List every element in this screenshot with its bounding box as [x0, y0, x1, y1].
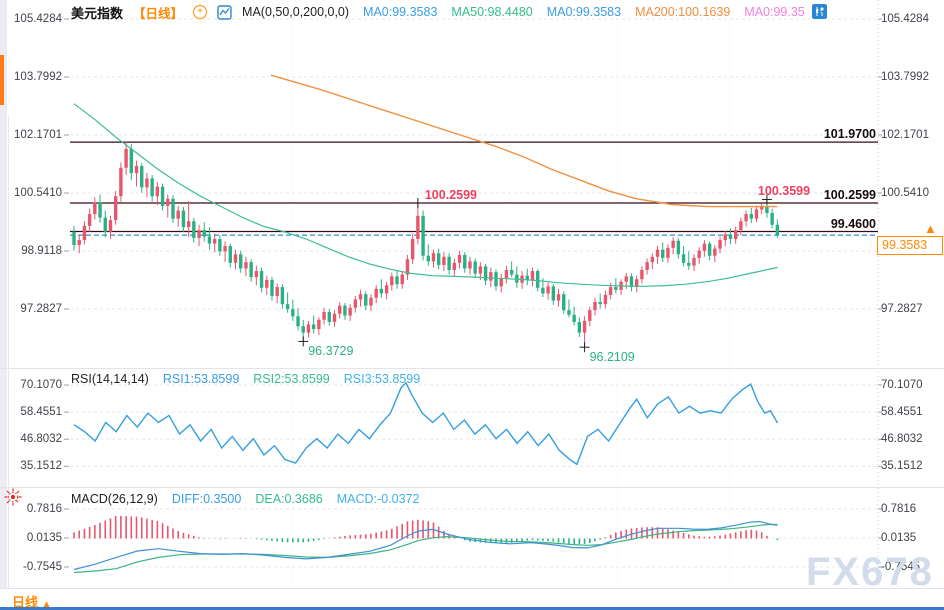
legend-item: MA0:99.3583 — [546, 5, 622, 19]
legend-item: MA0:99.3583 — [363, 5, 438, 19]
legend-item: MACD(26,12,9) — [71, 492, 158, 506]
plus-circle-icon[interactable]: + — [193, 5, 208, 19]
rsi-panel-header: RSI(14,14,14) RSI1:53.8599 RSI2:53.8599 RSI… — [71, 371, 422, 387]
left-scrollbar-stripe[interactable] — [0, 55, 4, 105]
axis-tick-label: -0.7545 — [22, 560, 62, 573]
axis-tick-label: 97.2827 — [881, 303, 923, 316]
legend-item: RSI1:53.8599 — [162, 372, 240, 386]
axis-tick-label: 103.7992 — [14, 71, 62, 83]
legend-item: RSI3:53.8599 — [343, 372, 421, 386]
axis-tick-label: 0.7816 — [881, 503, 917, 515]
legend-item: MA200:100.1639 — [635, 5, 731, 19]
high-marker-label: 100.3599 — [757, 184, 811, 199]
ma-legend: MA(0,50,0,200,0,0) MA0:99.3583 MA50:98.448… — [242, 5, 807, 19]
low-marker-label: 96.3729 — [308, 344, 354, 359]
legend-item: DEA:0.3686 — [255, 492, 323, 506]
macd-panel-header: MACD(26,12,9) DIFF:0.3500 DEA:0.3686 MACD:-… — [71, 491, 421, 507]
axis-tick-label: 70.1070 — [20, 379, 62, 391]
axis-tick-label: 100.5410 — [14, 187, 62, 200]
axis-tick-label: 103.7992 — [881, 71, 929, 83]
price-up-arrow-icon: ▲ — [924, 221, 937, 237]
axis-tick-label: 105.4284 — [14, 13, 62, 25]
period-tab-label: 日线 — [12, 595, 39, 610]
legend-item: RSI(14,14,14) — [71, 372, 149, 386]
current-price-tag: 99.3583 — [877, 236, 943, 256]
collapse-right-icon[interactable] — [812, 4, 827, 19]
left-gutter — [0, 0, 7, 610]
axis-tick-label: 58.4551 — [881, 406, 923, 419]
axis-separator — [0, 588, 944, 589]
axis-tick-label: -0.7545 — [881, 560, 921, 573]
axis-tick-label: 100.5410 — [881, 187, 929, 200]
low-marker-label: 96.2109 — [589, 350, 635, 365]
panel-separator — [0, 487, 944, 488]
legend-item: RSI2:53.8599 — [253, 372, 330, 386]
period-tab[interactable]: 日线 ▲ — [12, 592, 52, 610]
rsi-legend: RSI(14,14,14) RSI1:53.8599 RSI2:53.8599 RSI… — [71, 372, 422, 386]
axis-tick-label: 35.1512 — [881, 460, 923, 473]
alert-sun-icon[interactable] — [2, 486, 24, 508]
axis-tick-label: 98.9118 — [21, 245, 62, 258]
watermark: FX678 — [806, 550, 934, 594]
axis-tick-label: 0.0135 — [881, 531, 917, 544]
axis-tick-label: 58.4551 — [20, 406, 62, 419]
chevron-up-icon: ▲ — [41, 599, 52, 610]
level-price-label: 101.9700 — [823, 127, 876, 142]
axis-tick-label: 35.1512 — [20, 460, 62, 473]
axis-tick-label: 105.4284 — [881, 13, 929, 25]
legend-item: DIFF:0.3500 — [171, 492, 242, 506]
legend-item: MA50:98.4480 — [451, 5, 533, 19]
left-divider — [8, 115, 9, 588]
axis-tick-label: 97.2827 — [20, 303, 62, 316]
macd-legend: MACD(26,12,9) DIFF:0.3500 DEA:0.3686 MACD:-… — [71, 492, 421, 506]
axis-tick-label: 70.1070 — [881, 379, 923, 391]
legend-item: MA0:99.35 — [744, 5, 805, 19]
legend-item: MACD:-0.0372 — [336, 492, 420, 506]
axis-tick-label: 0.7816 — [26, 503, 62, 515]
axis-tick-label: 102.1701 — [881, 129, 929, 141]
level-price-label: 99.4600 — [830, 216, 876, 231]
main-chart-header: 美元指数 【日线】 + MA(0,50,0,200,0,0) MA0:99.358… — [71, 3, 807, 21]
high-marker-label: 100.2599 — [424, 188, 477, 203]
axis-tick-label: 46.8032 — [881, 433, 923, 446]
bottom-blue-strip — [0, 607, 944, 610]
legend-item: MA(0,50,0,200,0,0) — [242, 5, 350, 19]
page-title: 美元指数 — [71, 5, 124, 21]
axis-tick-label: 0.0135 — [26, 531, 62, 544]
period-tag[interactable]: 【日线】 — [133, 6, 184, 21]
axis-tick-label: 46.8032 — [20, 433, 62, 446]
time-axis-bar: 2025/052025/062025/072025/082025/092025/… — [0, 589, 944, 607]
axis-tick-label: 102.1701 — [14, 129, 62, 141]
chart-type-icon[interactable] — [217, 4, 232, 20]
level-price-label: 100.2599 — [823, 188, 876, 203]
panel-separator — [0, 368, 944, 369]
